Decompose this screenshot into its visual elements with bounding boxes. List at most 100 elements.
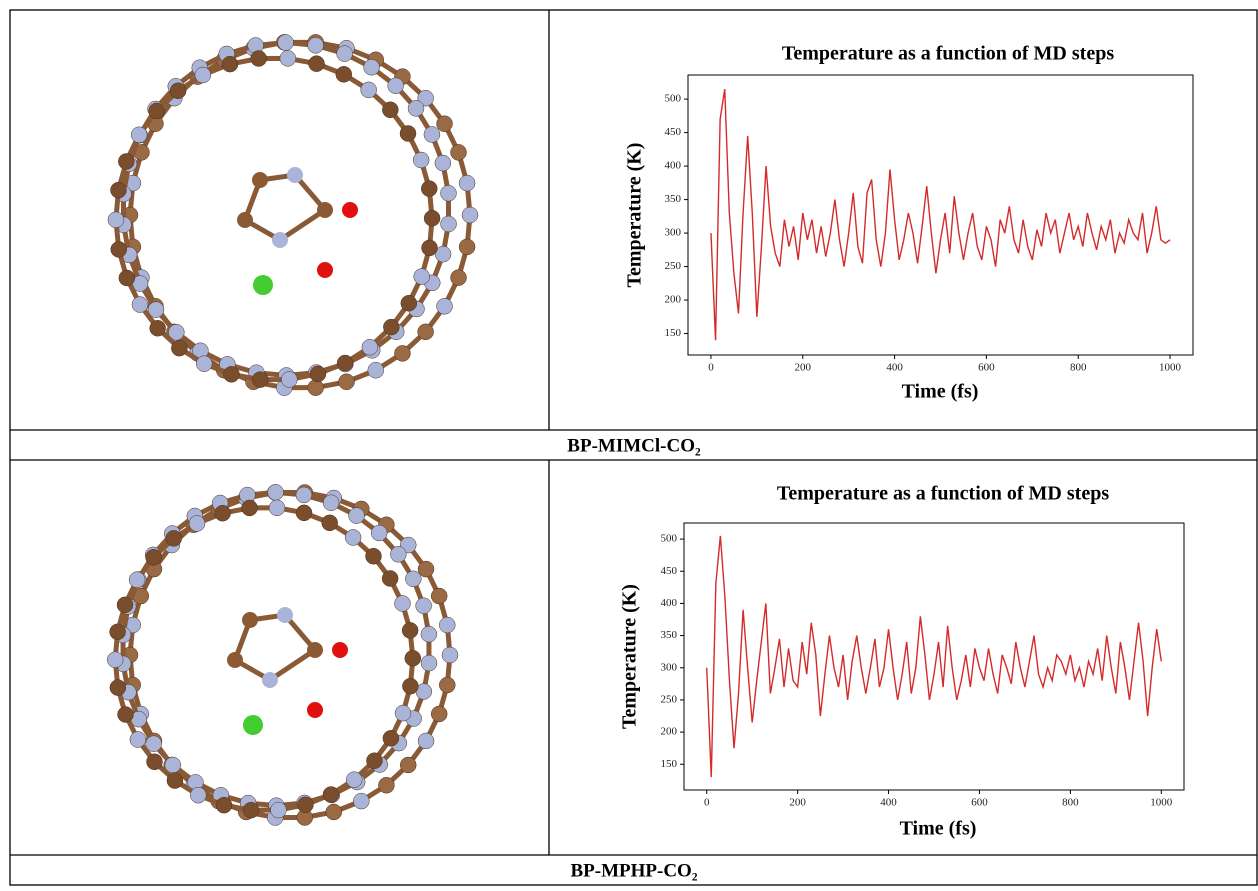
atom [277, 607, 293, 623]
y-tick-label: 200 [661, 726, 678, 738]
atom [336, 354, 354, 372]
atom [404, 650, 422, 667]
atom [215, 796, 233, 814]
x-tick-label: 0 [704, 797, 710, 809]
x-tick-label: 600 [971, 797, 988, 809]
atom [382, 101, 399, 119]
atom [439, 676, 456, 694]
atom [421, 239, 438, 257]
atom [415, 597, 432, 615]
atom [363, 59, 380, 76]
atom [166, 772, 184, 789]
atom [440, 215, 457, 233]
molecule-image [106, 484, 459, 826]
atom [253, 275, 273, 295]
atom [430, 587, 448, 605]
atom [321, 514, 338, 532]
atom [252, 172, 268, 188]
atom [450, 144, 467, 161]
atom [325, 803, 343, 821]
atom [146, 753, 163, 771]
atom [165, 530, 183, 547]
atom [381, 570, 399, 587]
atom [417, 323, 434, 341]
atom [147, 301, 165, 318]
molecule-image [107, 34, 479, 396]
atom [338, 373, 355, 391]
atom [366, 752, 383, 769]
atom [118, 153, 135, 170]
atom [412, 151, 430, 169]
atom [378, 776, 395, 794]
atom [436, 115, 453, 132]
atom [417, 732, 435, 750]
x-tick-label: 800 [1062, 797, 1079, 809]
atom [242, 612, 258, 628]
plot-frame [687, 74, 1194, 356]
atom [243, 715, 263, 735]
plot-frame [683, 522, 1185, 791]
atom [413, 268, 430, 285]
atom [322, 494, 340, 512]
atom [348, 507, 365, 524]
atom [129, 731, 147, 748]
atom [420, 625, 438, 643]
y-axis-label: Temperature (K) [619, 584, 641, 729]
y-tick-label: 400 [665, 160, 682, 172]
atom [223, 366, 240, 383]
atom [439, 616, 456, 634]
atom [109, 679, 127, 696]
atom [345, 771, 363, 788]
atom [367, 361, 385, 379]
atom [434, 154, 452, 172]
y-tick-label: 300 [665, 227, 682, 239]
atom [450, 269, 467, 286]
atom [394, 595, 411, 612]
atom [307, 37, 324, 54]
atom [430, 705, 448, 723]
atom [268, 499, 286, 517]
atom [110, 181, 127, 199]
atom [251, 371, 269, 388]
atom [441, 646, 459, 664]
y-tick-label: 350 [665, 193, 682, 205]
x-tick-label: 400 [886, 362, 903, 374]
atom [405, 570, 422, 588]
y-axis-label: Temperature (K) [624, 143, 646, 288]
atom [401, 622, 419, 639]
atom [241, 499, 258, 517]
x-tick-label: 1000 [1159, 362, 1182, 374]
atom [360, 81, 377, 99]
atom [461, 206, 479, 224]
y-tick-label: 250 [665, 260, 682, 272]
atom [194, 66, 212, 84]
atom [317, 262, 333, 278]
atom [421, 180, 438, 197]
atom [399, 125, 417, 142]
atom [169, 82, 187, 100]
atom [109, 623, 126, 641]
atom [332, 642, 348, 658]
atom [335, 66, 353, 83]
atom [106, 651, 124, 668]
atom [145, 735, 162, 752]
y-tick-label: 500 [661, 533, 678, 545]
atom [295, 486, 313, 504]
y-tick-label: 450 [665, 126, 682, 138]
x-tick-label: 200 [795, 362, 812, 374]
atom [267, 484, 284, 501]
atom [149, 319, 166, 337]
atom [308, 55, 325, 72]
atom [436, 298, 453, 315]
atom [344, 529, 362, 546]
atom [214, 504, 231, 522]
atom [387, 77, 404, 94]
atom [117, 706, 134, 723]
atom [227, 652, 243, 668]
atom [287, 167, 303, 183]
atom [145, 549, 162, 566]
x-tick-label: 200 [789, 797, 806, 809]
atom [309, 365, 327, 383]
atom [250, 50, 267, 67]
